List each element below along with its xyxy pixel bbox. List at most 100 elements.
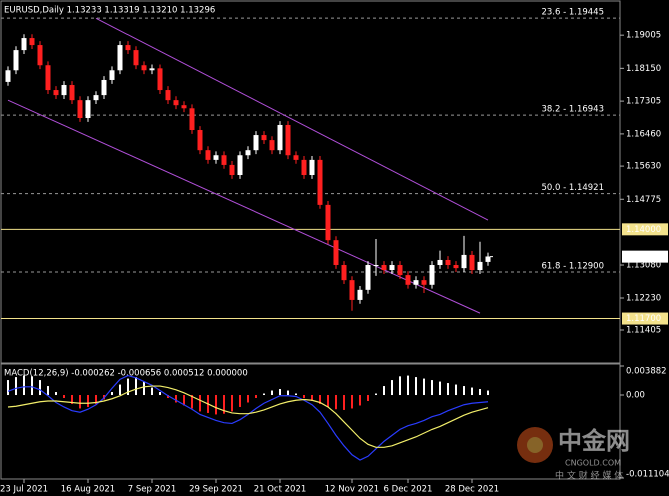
- current-price-box: [622, 250, 668, 263]
- macd-histogram-bar: [175, 395, 177, 403]
- candle-body: [117, 45, 123, 71]
- y-tick-label: 1.19005: [626, 31, 661, 41]
- macd-histogram-bar: [223, 395, 225, 414]
- fib-label: 50.0 - 1.14921: [541, 183, 604, 193]
- x-tick-label: 28 Dec 2021: [445, 485, 499, 495]
- macd-histogram-bar: [463, 386, 465, 396]
- candle-body: [413, 280, 419, 285]
- x-tick-label: 23 Jul 2021: [0, 485, 48, 495]
- macd-histogram-bar: [391, 380, 393, 396]
- macd-histogram-bar: [191, 395, 193, 409]
- candle-body: [133, 50, 139, 66]
- macd-histogram-bar: [287, 390, 289, 396]
- candle-body: [237, 155, 243, 176]
- candle-body: [197, 130, 203, 151]
- macd-histogram-bar: [183, 395, 185, 406]
- macd-histogram-bar: [415, 377, 417, 396]
- macd-histogram-bar: [23, 375, 25, 396]
- candle-body: [37, 45, 43, 66]
- candle-body: [69, 85, 75, 101]
- macd-histogram-bar: [367, 395, 369, 401]
- x-tick-label: 16 Aug 2021: [61, 485, 115, 495]
- macd-histogram-bar: [311, 395, 313, 401]
- macd-line: [7, 374, 489, 461]
- candle-body: [325, 204, 331, 241]
- candle-body: [381, 265, 387, 271]
- macd-y-tick-label: 0.003882: [626, 367, 667, 377]
- x-tick-label: 6 Dec 2021: [384, 485, 433, 495]
- candle-body: [181, 105, 187, 109]
- candle-body: [317, 159, 323, 205]
- y-tick-label: 1.14775: [626, 195, 661, 205]
- macd-histogram-bar: [255, 395, 257, 399]
- candle-body: [429, 265, 435, 285]
- macd-histogram-bar: [167, 395, 169, 399]
- macd-histogram-bar: [455, 384, 457, 396]
- candle-body: [301, 159, 307, 176]
- candle-body: [485, 256, 491, 262]
- candle-body: [109, 70, 115, 80]
- candle-body: [349, 280, 355, 300]
- candle-body: [221, 155, 227, 165]
- macd-y-tick-label: -0.011104: [626, 470, 669, 480]
- candle-body: [397, 265, 403, 276]
- macd-histogram-bar: [119, 384, 121, 396]
- x-tick-label: 21 Oct 2021: [254, 485, 307, 495]
- candle-body: [5, 70, 11, 82]
- channel-line: [95, 17, 489, 221]
- macd-histogram-bar: [95, 395, 97, 404]
- macd-histogram-bar: [375, 393, 377, 396]
- macd-histogram-bar: [111, 392, 113, 396]
- candle-body: [405, 275, 411, 285]
- macd-histogram-bar: [279, 389, 281, 396]
- macd-histogram-bar: [351, 395, 353, 409]
- macd-histogram-bar: [431, 380, 433, 396]
- candle-body: [461, 254, 467, 269]
- macd-label: MACD(12,26,9) -0.000262 -0.000656 0.0005…: [4, 369, 248, 379]
- x-tick-label: 12 Nov 2021: [325, 485, 379, 495]
- macd-histogram-bar: [15, 377, 17, 396]
- macd-histogram-bar: [303, 395, 305, 399]
- macd-histogram-bar: [79, 395, 81, 409]
- candle-body: [205, 150, 211, 160]
- macd-histogram-bar: [215, 395, 217, 415]
- fib-label: 61.8 - 1.12900: [541, 262, 604, 272]
- macd-histogram-bar: [143, 381, 145, 396]
- macd-histogram-bar: [151, 387, 153, 396]
- macd-histogram-bar: [479, 389, 481, 396]
- macd-histogram-bar: [231, 395, 233, 412]
- macd-histogram-bar: [239, 395, 241, 407]
- watermark-slogan: 中 文 财 经 媒 体: [555, 470, 623, 482]
- macd-histogram-bar: [335, 395, 337, 410]
- candle-body: [21, 38, 27, 51]
- macd-histogram-bar: [135, 377, 137, 396]
- watermark-logo: 中金网: [558, 427, 630, 455]
- macd-histogram-bar: [263, 393, 265, 396]
- macd-histogram-bar: [39, 380, 41, 396]
- candle-body: [293, 155, 299, 160]
- candle-body: [29, 38, 35, 46]
- macd-histogram-bar: [439, 381, 441, 396]
- macd-histogram-bar: [31, 376, 33, 396]
- candle-body: [269, 140, 275, 151]
- candle-body: [141, 65, 147, 71]
- candle-body: [53, 90, 59, 96]
- y-tick-label: 1.15630: [626, 162, 661, 172]
- candle-body: [149, 68, 155, 71]
- y-tick-label: 1.11405: [626, 325, 661, 335]
- macd-histogram-bar: [63, 395, 65, 399]
- macd-y-tick-label: 0.00: [626, 391, 645, 401]
- macd-histogram-bar: [359, 395, 361, 406]
- candle-body: [357, 289, 363, 300]
- level-label: 1.14000: [626, 225, 661, 235]
- candle-body: [229, 164, 235, 176]
- level-label-box: [622, 312, 668, 325]
- candle-body: [245, 150, 251, 156]
- candle-body: [421, 280, 427, 285]
- candle-body: [469, 254, 475, 271]
- macd-histogram-bar: [71, 395, 73, 404]
- level-label: 1.11700: [626, 314, 661, 324]
- macd-histogram-bar: [327, 395, 329, 407]
- price-pane: [0, 0, 621, 364]
- candle-body: [261, 135, 267, 141]
